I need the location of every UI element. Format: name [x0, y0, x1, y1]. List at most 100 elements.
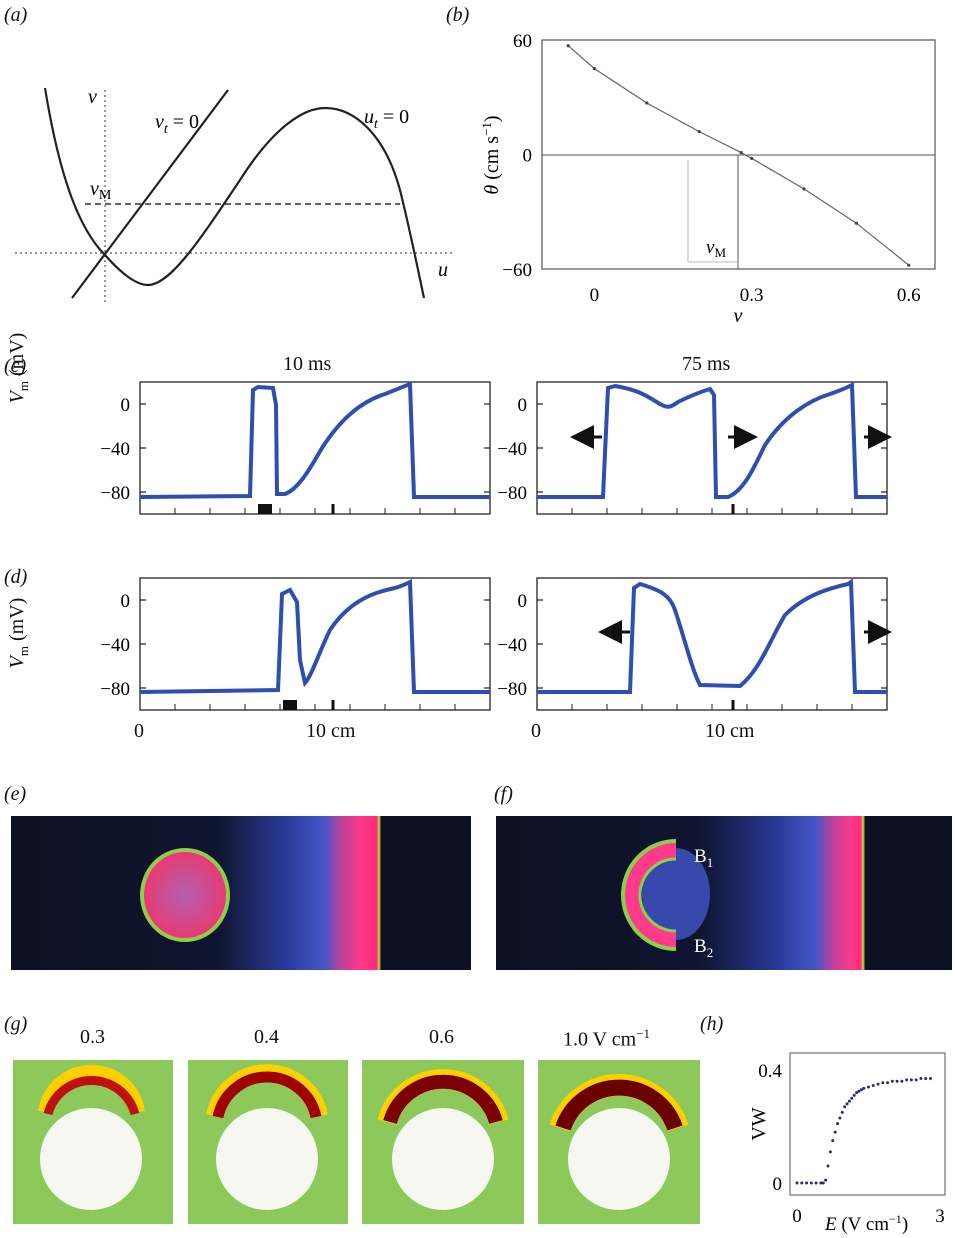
chart-b-point — [854, 221, 858, 225]
chart-h-point — [805, 1181, 809, 1185]
chart-b-point — [802, 187, 806, 191]
chart-h-point — [924, 1076, 928, 1080]
chart-b-xtick: 0.6 — [897, 285, 921, 306]
vm-tick-label: −40 — [100, 635, 130, 656]
vm-annotation: vM — [706, 237, 726, 260]
chart-h-point — [819, 1181, 823, 1185]
chart-h-point — [840, 1110, 844, 1114]
obstacle-circle-e — [140, 848, 230, 942]
trace-d-left — [139, 577, 491, 711]
vm-tick-label: −40 — [497, 635, 527, 656]
trace-c-right — [536, 381, 892, 515]
vm-tick-label: 0 — [518, 591, 528, 612]
chart-h-ytick: 0 — [773, 1174, 783, 1195]
vm-tick-label: −80 — [100, 483, 130, 504]
g-title-0: 0.3 — [80, 1026, 105, 1048]
chart-h-point — [857, 1089, 861, 1093]
chart-h-point — [859, 1088, 863, 1092]
chart-b-xtick: 0.3 — [740, 285, 764, 306]
u-nullcline — [43, 87, 426, 299]
x-tick-10cm-left: 10 cm — [306, 720, 356, 742]
chart-h-xlabel: E (V cm−1) — [824, 1212, 908, 1235]
chart-h-point — [876, 1082, 880, 1086]
chart-h-point — [826, 1164, 830, 1168]
chart-h-point — [867, 1085, 870, 1089]
chart-h-point — [855, 1091, 859, 1095]
chart-h-point — [795, 1181, 799, 1185]
chart-h-point — [914, 1078, 918, 1082]
vm-tick-label: 0 — [121, 591, 131, 612]
chart-h-point — [900, 1079, 904, 1083]
frame-0-3 — [13, 1060, 173, 1224]
chart-b-point — [645, 101, 649, 105]
chart-b-point — [739, 150, 743, 155]
panel-label-a: (a) — [4, 4, 28, 26]
x-tick-0-left: 0 — [134, 720, 144, 742]
chart-b-xlabel: v — [734, 305, 743, 327]
vm-tick-label: −80 — [497, 483, 527, 504]
chart-h-point — [831, 1139, 835, 1143]
trace-c-left — [139, 381, 491, 515]
title-10ms: 10 ms — [283, 353, 332, 375]
vm-tick-label: −40 — [100, 439, 130, 460]
chart-h-xtick: 3 — [935, 1206, 945, 1227]
g-title-3: 1.0 V cm−1 — [563, 1026, 650, 1051]
label-b2: B2 — [694, 936, 713, 960]
label-b1: B1 — [694, 846, 713, 870]
chart-h-point — [905, 1078, 909, 1082]
v-nullcline — [71, 89, 229, 299]
chart-b-ylabel: θ (cm s−1) — [479, 115, 503, 194]
chart-b-point — [592, 67, 596, 71]
panel-label-e: (e) — [4, 783, 27, 805]
simulation-image-e — [11, 816, 471, 970]
vm-tick-label: 0 — [518, 395, 528, 416]
theta-v-chart: vM θ (cm s−1) v 0 0.3 0.6 60 0 −60 — [479, 31, 936, 327]
chart-b-ytick: −60 — [502, 260, 532, 281]
phase-plane-diagram: v u vM vt = 0 ut = 0 — [15, 86, 455, 305]
chart-h-point — [909, 1078, 913, 1082]
simulation-image-f: B1 B2 — [496, 816, 952, 970]
vm-tick-label: 0 — [121, 395, 131, 416]
panel-label-d: (d) — [4, 566, 28, 588]
title-75ms: 75 ms — [682, 353, 731, 375]
chart-b-xtick: 0 — [590, 285, 600, 306]
chart-h-point — [824, 1178, 828, 1182]
vm-traces: 0 −40 −80 0 −40 −80 0 −40 −80 0 −40 −80 — [100, 381, 892, 711]
x-tick-0-right: 0 — [531, 720, 541, 742]
vm-tick-label: −80 — [100, 679, 130, 700]
chart-h-point — [862, 1086, 866, 1090]
vw-e-chart: VW E (V cm−1) 0 3 0.4 0 — [748, 1052, 946, 1235]
chart-h-point — [895, 1079, 899, 1083]
axis-label-u: u — [438, 259, 448, 281]
chart-h-point — [919, 1076, 923, 1080]
chart-b-point — [750, 156, 754, 160]
chart-h-point — [871, 1084, 875, 1088]
chart-h-point — [847, 1099, 851, 1103]
frame-0-4 — [188, 1060, 348, 1224]
vm-axis-label-d: Vm (mV) — [6, 597, 31, 669]
trace-d-right — [536, 577, 892, 711]
panel-label-c: (c) — [4, 355, 27, 377]
chart-h-point — [821, 1181, 825, 1185]
chart-h-point — [886, 1081, 890, 1085]
panel-label-b: (b) — [446, 4, 470, 26]
chart-h-point — [833, 1130, 837, 1134]
frame-0-6 — [362, 1060, 524, 1224]
chart-h-point — [828, 1150, 832, 1154]
chart-h-xtick: 0 — [792, 1206, 802, 1227]
broken-wave-f — [623, 841, 677, 949]
panel-label-f: (f) — [494, 783, 513, 805]
chart-b-point — [566, 44, 570, 48]
chart-h-point — [800, 1181, 804, 1185]
vm-axis-label-c: Vm (mV) — [6, 332, 31, 404]
chart-h-point — [838, 1116, 842, 1120]
chart-b-point — [697, 130, 701, 134]
chart-h-point — [836, 1122, 840, 1126]
chart-b-ytick: 0 — [523, 146, 533, 167]
chart-b-point — [907, 263, 911, 267]
chart-h-point — [852, 1093, 856, 1097]
g-title-2: 0.6 — [429, 1026, 454, 1048]
chart-h-point — [881, 1081, 885, 1085]
chart-h-point — [928, 1076, 932, 1080]
chart-h-ytick: 0.4 — [758, 1061, 782, 1082]
